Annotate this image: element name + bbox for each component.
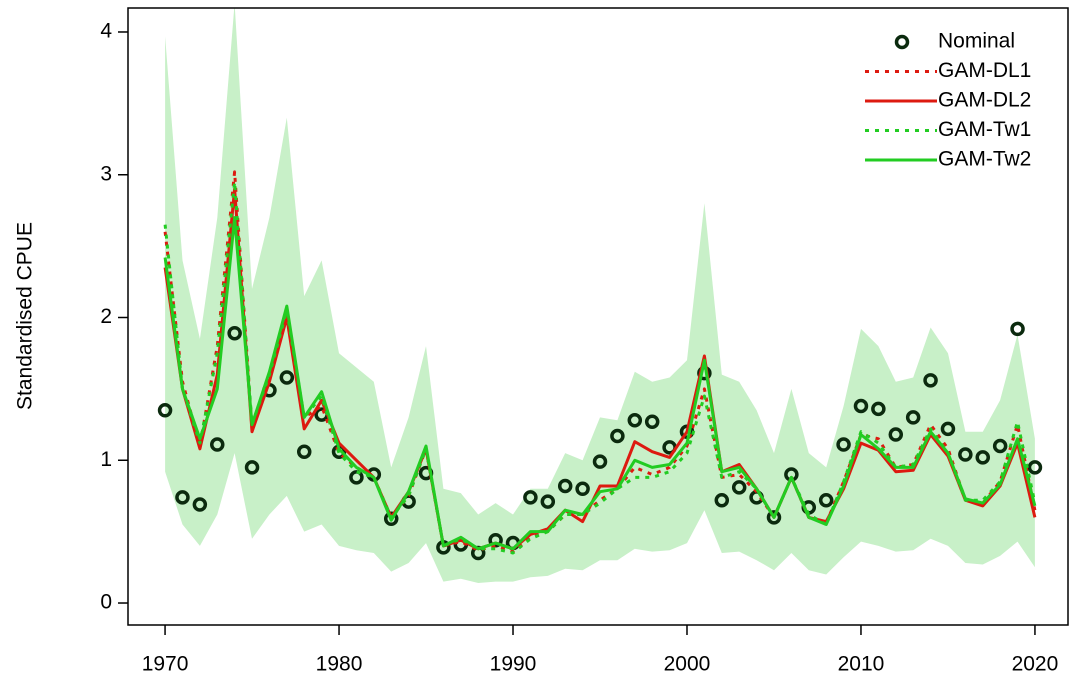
nominal-point: [210, 437, 225, 452]
nominal-point: [818, 492, 834, 508]
nominal-point: [383, 511, 399, 527]
confidence-band: [165, 8, 1035, 583]
x-tick-label: 2010: [838, 653, 885, 676]
nominal-point: [296, 444, 312, 459]
legend-label: Nominal: [938, 30, 1015, 53]
x-tick-label: 1970: [142, 653, 189, 676]
nominal-point: [992, 438, 1008, 454]
plot-frame: [127, 7, 1069, 626]
nominal-point: [349, 470, 364, 485]
nominal-point: [644, 414, 660, 429]
legend-symbol: [894, 34, 910, 50]
nominal-point: [610, 428, 625, 444]
nominal-point: [958, 447, 973, 462]
y-tick-label: 1: [100, 448, 112, 471]
nominal-point: [905, 410, 921, 425]
series-line: [163, 187, 1037, 551]
nominal-point: [575, 481, 590, 497]
nominal-point: [1010, 321, 1025, 337]
nominal-point: [714, 492, 730, 508]
nominal-point: [923, 373, 938, 388]
nominal-point: [836, 437, 851, 452]
nominal-point: [592, 454, 608, 469]
nominal-point: [940, 421, 956, 437]
nominal-point: [975, 450, 991, 465]
nominal-point: [227, 325, 242, 341]
series-line: [163, 216, 1037, 551]
nominal-point: [175, 490, 190, 505]
nominal-point: [540, 494, 556, 509]
nominal-point: [192, 497, 208, 512]
y-tick-label: 4: [100, 20, 112, 43]
nominal-point: [157, 403, 173, 418]
nominal-point: [1027, 460, 1043, 475]
legend-label: GAM-Tw2: [938, 148, 1031, 171]
nominal-point: [244, 460, 260, 475]
y-tick-label: 0: [100, 591, 112, 614]
x-tick-label: 2020: [1012, 653, 1059, 676]
nominal-point: [853, 398, 869, 414]
y-tick-label: 3: [100, 162, 112, 185]
nominal-point: [523, 490, 538, 505]
legend-label: GAM-Tw1: [938, 118, 1031, 141]
legend-label: GAM-DL2: [938, 89, 1031, 112]
nominal-point: [279, 370, 295, 385]
series-line: [163, 170, 1037, 554]
nominal-point: [766, 510, 782, 525]
x-tick-label: 1990: [490, 653, 537, 676]
y-axis-label: Standardised CPUE: [14, 222, 37, 410]
nominal-point: [888, 427, 904, 442]
x-tick-label: 2000: [664, 653, 711, 676]
nominal-point: [627, 413, 643, 428]
nominal-point: [488, 532, 503, 548]
nominal-point: [557, 478, 573, 494]
y-tick-label: 2: [100, 305, 112, 328]
nominal-point: [871, 401, 886, 417]
nominal-point: [731, 480, 747, 495]
legend-label: GAM-DL1: [938, 59, 1031, 82]
plot-area: [157, 8, 1043, 583]
x-tick-label: 1980: [316, 653, 363, 676]
